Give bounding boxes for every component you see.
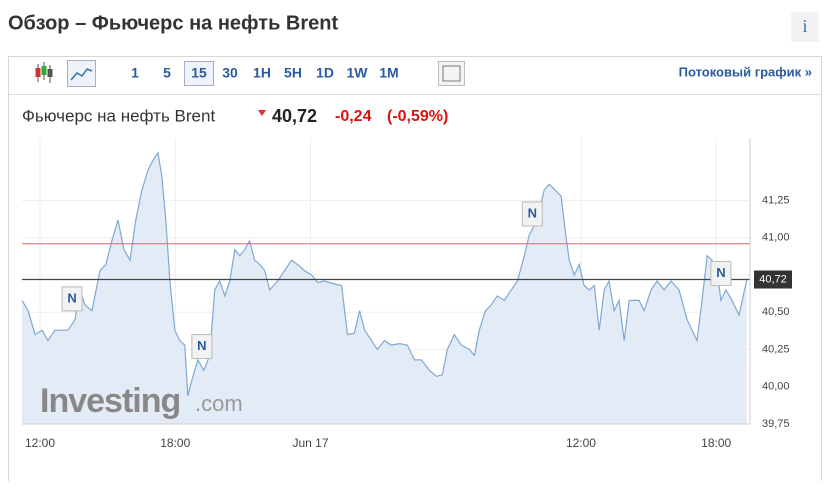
candle-icon[interactable] [35, 62, 53, 83]
x-tick-label: 12:00 [25, 436, 55, 450]
price-line [21, 151, 748, 396]
watermark-brand: investing [40, 382, 180, 420]
interval-button[interactable]: 15 [191, 65, 207, 81]
quote-price: 40,72 [272, 106, 317, 126]
watermark-suffix: .com [195, 391, 243, 416]
info-button[interactable] [791, 12, 819, 42]
interval-button[interactable]: 1 [131, 65, 139, 81]
interval-button[interactable]: 1W [347, 65, 369, 81]
down-arrow [258, 110, 266, 116]
line-icon-box[interactable] [67, 60, 96, 87]
x-tick-label: 12:00 [566, 436, 596, 450]
quote-change-pct: (-0,59%) [387, 108, 448, 125]
quote-name: Фьючерс на нефть Brent [22, 106, 215, 125]
x-tick-label: 18:00 [701, 436, 731, 450]
news-marker[interactable] [191, 334, 213, 360]
panel [8, 56, 822, 486]
news-marker-label[interactable]: N [528, 205, 537, 220]
news-marker-label[interactable]: N [67, 290, 76, 305]
interval-button[interactable]: 5 [163, 65, 171, 81]
last-price-tag [754, 270, 792, 289]
quote-change: -0,24 [335, 108, 372, 125]
news-marker[interactable] [521, 201, 543, 227]
interval-button[interactable]: 1D [316, 65, 334, 81]
info-icon[interactable]: i [802, 16, 807, 36]
interval-active[interactable] [184, 61, 214, 86]
y-tick-label: 41,25 [762, 194, 790, 206]
y-tick-label: 41,00 [762, 232, 790, 244]
calendar-icon[interactable] [438, 61, 465, 86]
line-icon [70, 68, 93, 81]
interval-button[interactable]: 5H [284, 65, 302, 81]
y-tick-label: 40,25 [762, 343, 790, 355]
news-marker-label[interactable]: N [716, 265, 725, 280]
last-price-label: 40,72 [759, 273, 787, 285]
y-tick-label: 40,00 [762, 381, 790, 393]
x-tick-label: 18:00 [160, 436, 190, 450]
page-title: Обзор – Фьючерс на нефть Brent [8, 12, 338, 34]
y-tick-label: 40,50 [762, 306, 790, 318]
news-marker[interactable] [710, 261, 732, 287]
stream-link[interactable]: Потоковый график » [679, 64, 812, 79]
y-tick-label: 39,75 [762, 418, 790, 430]
calendar-glyph [442, 65, 461, 82]
interval-button[interactable]: 30 [222, 65, 238, 81]
news-marker[interactable] [61, 286, 83, 312]
area-fill [22, 152, 747, 424]
news-marker-label[interactable]: N [197, 338, 206, 353]
interval-button[interactable]: 1H [253, 65, 271, 81]
x-tick-label: Jun 17 [292, 436, 328, 450]
interval-button[interactable]: 1M [379, 65, 398, 81]
